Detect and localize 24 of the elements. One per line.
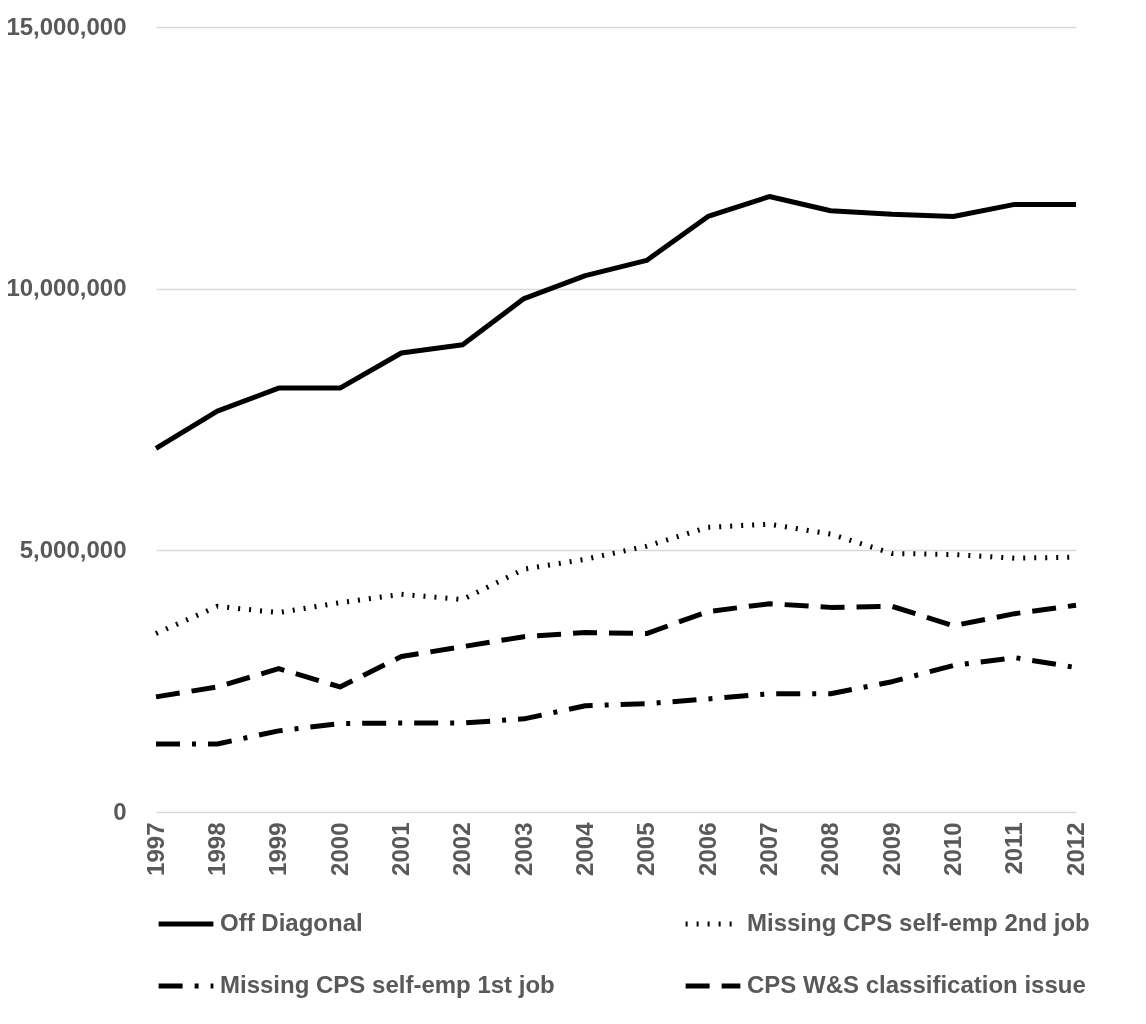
x-tick-label: 2008	[816, 822, 844, 876]
x-tick-label: 2011	[1000, 822, 1028, 875]
y-tick-label: 15,000,000	[6, 12, 127, 40]
x-tick-label: 1999	[264, 822, 292, 876]
legend-label: Missing CPS self-emp 1st job	[220, 971, 555, 998]
y-tick-label: 10,000,000	[6, 274, 127, 302]
x-tick-label: 2006	[693, 822, 721, 876]
x-tick-label: 2002	[448, 822, 476, 876]
x-tick-label: 2003	[509, 822, 537, 876]
x-tick-label: 2009	[877, 822, 905, 876]
x-tick-label: 1997	[141, 822, 169, 876]
x-tick-label: 2004	[570, 821, 598, 876]
x-tick-label: 2012	[1061, 822, 1089, 876]
x-tick-label: 2010	[938, 822, 966, 876]
y-tick-label: 5,000,000	[19, 535, 127, 563]
x-tick-label: 2000	[325, 822, 353, 876]
x-tick-label: 1998	[202, 822, 230, 876]
legend-label: Off Diagonal	[220, 909, 363, 936]
x-tick-label: 2007	[754, 822, 782, 876]
legend-label: Missing CPS self-emp 2nd job	[747, 909, 1090, 936]
x-tick-label: 2001	[386, 822, 414, 876]
y-tick-label: 0	[113, 797, 127, 825]
x-tick-label: 2005	[632, 822, 660, 876]
legend-label: CPS W&S classification issue	[747, 971, 1086, 998]
